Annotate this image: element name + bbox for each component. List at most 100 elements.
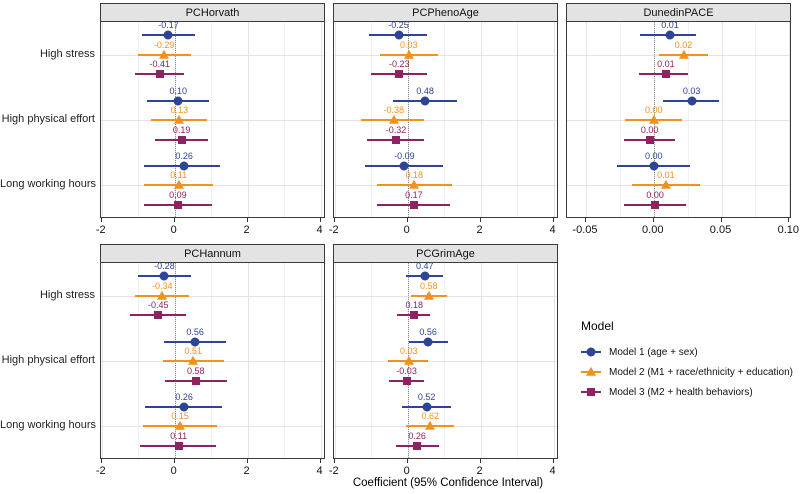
coefficient-value-label: -0.34 [151,280,173,291]
circle-data-point-marker [423,337,433,346]
coefficient-value-label: -0.25 [388,22,409,31]
minor-gridline [444,263,446,458]
triangle-data-point-marker [388,114,399,124]
legend-key-glyph [581,385,601,399]
triangle-data-point-marker [174,114,185,124]
minor-gridline [284,22,286,217]
circle-data-point-marker [420,271,430,281]
panel-plot-area: -0.17 -0.29 -0.41 0.10 0.13 0.19 0.26 0.11 0.09 [100,22,325,218]
x-axis-tick [652,218,654,222]
circle-data-point-marker [179,402,189,412]
circle-data-point-marker [422,402,432,412]
major-gridline [320,263,322,458]
x-tick-label: 2 [476,224,483,236]
legend-item: Model 1 (age + sex) [581,342,793,362]
circle-data-point-marker [163,30,173,40]
x-axis-tick [406,218,408,222]
panel-pchannum: PCHannum -0.28 -0.34 -0.45 0.56 0.51 0.58 0.26 0… [96,244,325,477]
triangle-data-point-marker [409,180,420,190]
square-data-point-marker [402,376,411,385]
triangle-legend-marker-icon [586,366,596,376]
y-axis-label: High physical effort [1,354,95,366]
category-gridline [334,54,557,56]
coefficient-value-label: 0.62 [421,411,440,422]
coefficient-value-label: -0.09 [394,150,415,161]
major-gridline [247,22,249,217]
circle-data-point-marker [394,30,404,40]
x-tick-label: -2 [328,465,339,477]
coefficient-value-label: 0.00 [644,105,663,115]
x-tick-label: 0 [170,465,177,477]
x-axis-tick [333,218,335,222]
x-axis-tick [246,218,248,222]
y-axis-label: High physical effort [1,113,95,125]
coefficient-value-label: -0.29 [153,39,175,50]
x-tick-label: 0.10 [777,224,799,236]
minor-gridline [619,22,621,217]
x-axis-title: Coefficient (95% Confidence Interval) [352,477,544,489]
coefficient-value-label: 0.26 [408,430,426,441]
coefficient-value-label: -0.41 [149,59,170,70]
x-tick-label: -2 [95,465,106,477]
square-data-point-marker [645,135,654,144]
major-gridline [553,22,555,217]
coefficient-value-label: 0.00 [640,124,659,135]
panel-dunedinpace: DunedinPACE 0.01 0.02 0.01 0.03 0.00 0.00 0.00 0… [566,3,799,236]
x-axis-tick [173,459,175,463]
circle-data-point-marker [190,337,200,346]
x-axis-tick [100,459,102,463]
coefficient-value-label: 0.00 [646,189,664,200]
triangle-data-point-marker [660,180,671,190]
coefficient-value-label: -0.38 [383,105,405,115]
square-data-point-marker [177,135,186,144]
triangle-data-point-marker [425,421,436,431]
triangle-data-point-marker [157,290,168,300]
major-gridline [480,263,482,458]
coefficient-value-label: 0.58 [420,280,438,291]
x-axis-tick [479,218,481,222]
coefficient-value-label: 0.18 [405,170,423,181]
legend-item-label: Model 2 (M1 + race/ethnicity + education… [609,366,793,378]
x-tick-label: -2 [328,224,339,236]
coefficient-value-label: 0.47 [416,263,434,272]
x-axis-tick [246,459,248,463]
x-axis-tick [319,459,321,463]
category-gridline [334,120,557,121]
square-data-point-marker [155,70,164,79]
x-axis-tick [720,218,722,222]
x-axis-tick [584,218,586,222]
coefficient-value-label: 0.09 [169,189,187,200]
coefficient-value-label: 0.03 [399,346,418,356]
minor-gridline [687,22,689,217]
coefficient-value-label: 0.11 [170,170,188,181]
coefficient-value-label: 0.03 [682,85,701,96]
coefficient-value-label: 0.01 [661,22,679,31]
triangle-data-point-marker [175,421,186,431]
major-gridline [247,263,249,458]
panel-pchorvath: PCHorvath -0.17 -0.29 -0.41 0.10 0.13 0.19 0.26… [96,3,325,236]
triangle-data-point-marker [403,355,414,365]
square-data-point-marker [409,200,418,209]
circle-data-point-marker [179,161,189,171]
panel-title: PCPhenoAge [333,3,558,22]
square-data-point-marker [174,441,183,450]
coefficient-value-label: 0.56 [186,326,204,337]
x-axis-tick [479,459,481,463]
triangle-data-point-marker [403,49,414,59]
coefficient-value-label: 0.11 [170,430,188,441]
legend: Model Model 1 (age + sex) Model 2 (M1 + r… [581,319,793,402]
square-data-point-marker [651,200,660,209]
major-gridline [480,22,482,217]
coefficient-value-label: 0.19 [172,124,191,135]
coefficient-value-label: 0.13 [170,105,189,115]
x-tick-label: 2 [476,465,483,477]
coefficient-value-label: 0.58 [187,365,205,376]
panel-plot-area: -0.25 0.03 -0.23 0.48 -0.38 -0.32 -0.09 0.18 0.1… [333,22,558,218]
triangle-data-point-marker [188,355,199,365]
x-tick-label: -2 [95,224,106,236]
x-tick-label: -0.05 [572,224,598,236]
x-tick-label: 0 [170,224,177,236]
x-tick-label: 4 [549,465,556,477]
panel-title: PCHannum [100,244,325,263]
circle-data-point-marker [399,161,409,171]
